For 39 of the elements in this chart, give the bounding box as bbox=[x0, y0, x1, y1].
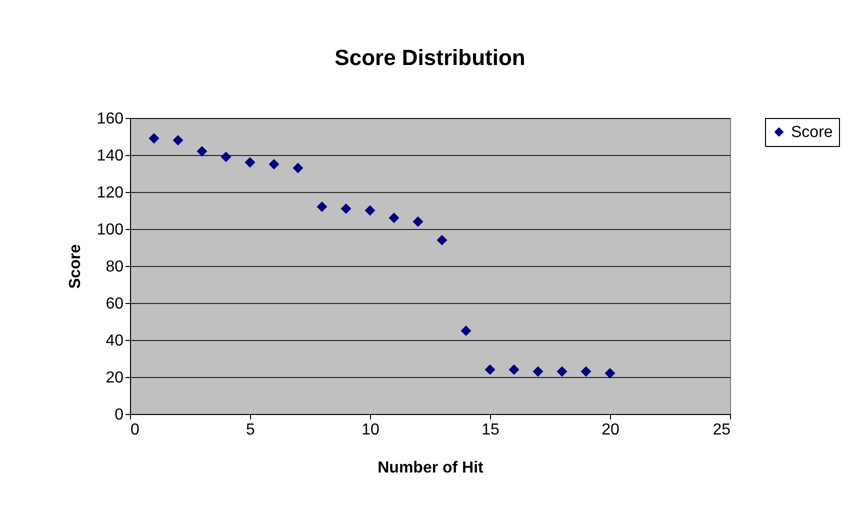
x-tick-label: 25 bbox=[712, 422, 731, 438]
y-tick-label: 160 bbox=[96, 110, 124, 128]
point bbox=[340, 203, 352, 214]
y-tick-label: 0 bbox=[114, 406, 124, 424]
point bbox=[460, 326, 472, 336]
y-tick-label: 80 bbox=[106, 258, 124, 276]
y-tick-label: 20 bbox=[106, 370, 124, 386]
point bbox=[412, 216, 424, 227]
legend-label: Score bbox=[791, 124, 833, 141]
point bbox=[196, 146, 208, 157]
point bbox=[292, 162, 304, 174]
x-tick-label: 0 bbox=[130, 422, 140, 438]
x-tick-label: 5 bbox=[246, 422, 256, 438]
point bbox=[580, 366, 592, 377]
x-tick-label: 10 bbox=[362, 422, 380, 438]
point bbox=[220, 152, 232, 162]
y-axis-title: Score bbox=[66, 244, 84, 289]
y-tick-label: 140 bbox=[96, 148, 124, 164]
point bbox=[532, 366, 544, 377]
point bbox=[244, 157, 256, 168]
point bbox=[556, 366, 568, 377]
point bbox=[172, 134, 184, 146]
point bbox=[388, 212, 400, 224]
point bbox=[148, 133, 160, 144]
point bbox=[484, 364, 496, 375]
point bbox=[508, 364, 520, 375]
y-tick-label: 40 bbox=[106, 332, 124, 350]
y-tick-label: 100 bbox=[96, 222, 124, 238]
point bbox=[268, 159, 280, 170]
point bbox=[436, 234, 448, 246]
point bbox=[316, 202, 328, 212]
y-tick-label: 120 bbox=[96, 184, 124, 202]
x-tick-label: 20 bbox=[602, 422, 620, 438]
point bbox=[364, 205, 376, 216]
chart-title: Score Distribution bbox=[334, 45, 526, 70]
x-tick-label: 15 bbox=[482, 422, 500, 438]
x-axis-title: Number of Hit bbox=[378, 460, 484, 476]
point bbox=[604, 368, 616, 379]
y-tick-label: 60 bbox=[106, 296, 124, 312]
